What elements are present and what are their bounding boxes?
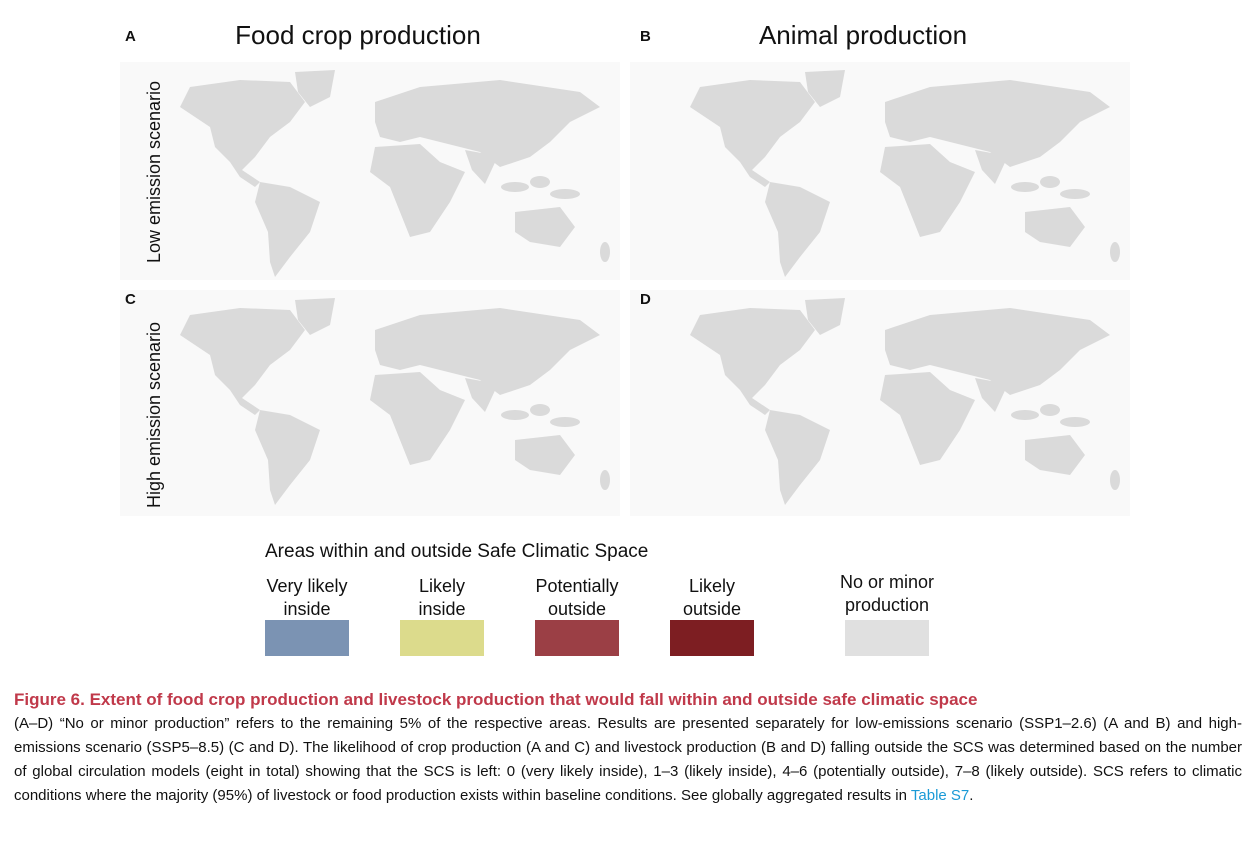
panel-label: C <box>125 291 136 308</box>
caption-body: (A–D) “No or minor production” refers to… <box>14 715 1242 804</box>
panel-label: B <box>640 28 651 45</box>
panel-label: A <box>125 28 136 45</box>
panel-title: Food crop production <box>235 20 481 50</box>
table-link[interactable]: Table S7 <box>910 787 970 804</box>
legend-swatch <box>400 620 484 656</box>
row-label: High emission scenario <box>144 322 164 508</box>
legend-label: No or minor <box>840 572 934 592</box>
map-panel <box>120 62 620 280</box>
caption-end: . <box>969 787 974 804</box>
panel-label: D <box>640 291 651 308</box>
legend-title: Areas within and outside Safe Climatic S… <box>265 541 648 562</box>
legend-label: inside <box>418 599 465 619</box>
legend-swatch <box>265 620 349 656</box>
legend-label: production <box>845 595 929 615</box>
map-panel <box>630 290 1130 516</box>
legend-swatch <box>535 620 619 656</box>
legend-label: outside <box>548 599 606 619</box>
legend: Very likely inside Likely inside Potentially… <box>265 572 934 656</box>
legend-label: outside <box>683 599 741 619</box>
legend-label: Likely <box>419 576 465 596</box>
legend-swatch <box>845 620 929 656</box>
map-panel <box>630 62 1130 280</box>
legend-label: Likely <box>689 576 735 596</box>
map-panel <box>120 290 620 516</box>
panel-title: Animal production <box>759 20 967 50</box>
legend-label: inside <box>283 599 330 619</box>
row-label: Low emission scenario <box>144 81 164 263</box>
legend-swatch <box>670 620 754 656</box>
legend-label: Very likely <box>266 576 347 596</box>
caption: Figure 6. Extent of food crop production… <box>14 688 1242 808</box>
legend-label: Potentially <box>535 576 618 596</box>
figure: A Food crop production B Animal producti… <box>120 19 1130 656</box>
caption-title: Figure 6. Extent of food crop production… <box>14 690 978 709</box>
